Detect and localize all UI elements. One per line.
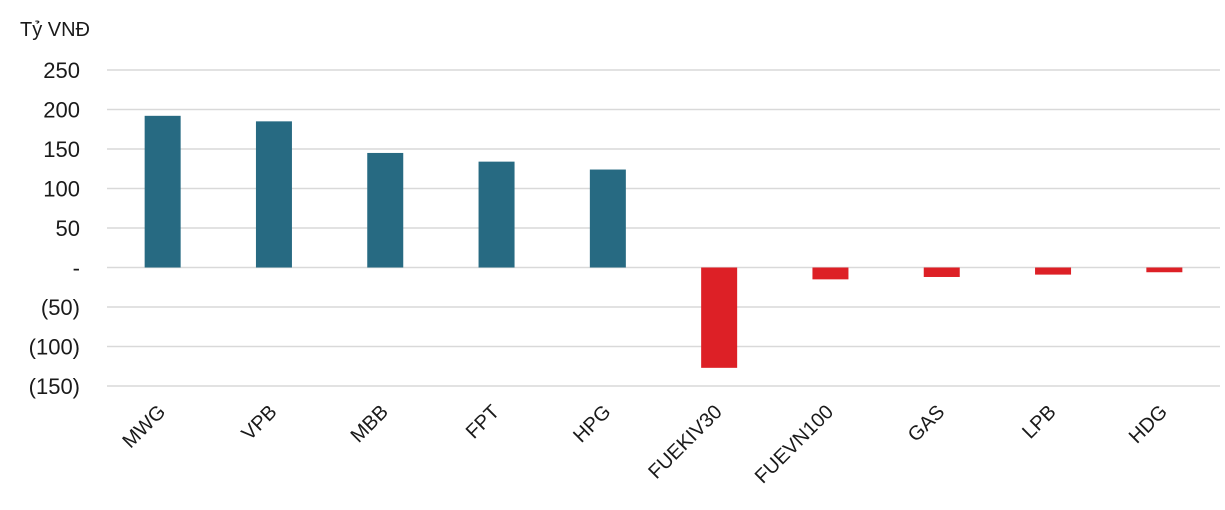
- y-tick-label: -: [73, 256, 80, 281]
- x-tick-label: GAS: [904, 401, 949, 446]
- x-tick-label: HDG: [1125, 401, 1172, 448]
- bar-mwg: [144, 115, 181, 268]
- x-tick-label: MWG: [119, 401, 171, 453]
- x-tick-label: MBB: [347, 401, 393, 447]
- x-axis-category-labels: MWG VPB MBB FPT HPG FUEKIV30 FUEVN100 GAS LPB HDG: [119, 401, 1172, 488]
- y-tick-label: (50): [41, 295, 80, 320]
- x-tick-label: FUEVN100: [751, 401, 838, 488]
- x-tick-label: FPT: [462, 401, 504, 443]
- bar-lpb: [1035, 267, 1072, 275]
- x-tick-label: VPB: [238, 401, 282, 445]
- y-axis-tick-labels: 250 200 150 100 50 - (50) (100) (150): [29, 58, 80, 399]
- y-tick-label: 250: [43, 58, 80, 83]
- x-tick-label: HPG: [569, 401, 615, 447]
- bar-mbb: [367, 152, 404, 268]
- y-tick-label: 150: [43, 137, 80, 162]
- bar-hdg: [1146, 267, 1183, 273]
- y-tick-label: (150): [29, 374, 80, 399]
- y-tick-label: 100: [43, 177, 80, 202]
- bar-gas: [923, 267, 960, 277]
- bars: [144, 115, 1183, 368]
- bar-fpt: [478, 161, 515, 268]
- bar-vpb: [255, 121, 292, 268]
- x-tick-label: FUEKIV30: [644, 401, 726, 483]
- y-tick-label: (100): [29, 335, 80, 360]
- bar-fuevn100: [812, 267, 849, 280]
- bar-fuekiv30: [701, 267, 738, 368]
- x-tick-label: LPB: [1018, 401, 1060, 443]
- bar-hpg: [589, 169, 626, 268]
- y-tick-label: 200: [43, 98, 80, 123]
- y-tick-label: 50: [56, 216, 80, 241]
- y-axis-unit-label: Tỷ VNĐ: [20, 19, 90, 41]
- gridlines: [107, 69, 1220, 387]
